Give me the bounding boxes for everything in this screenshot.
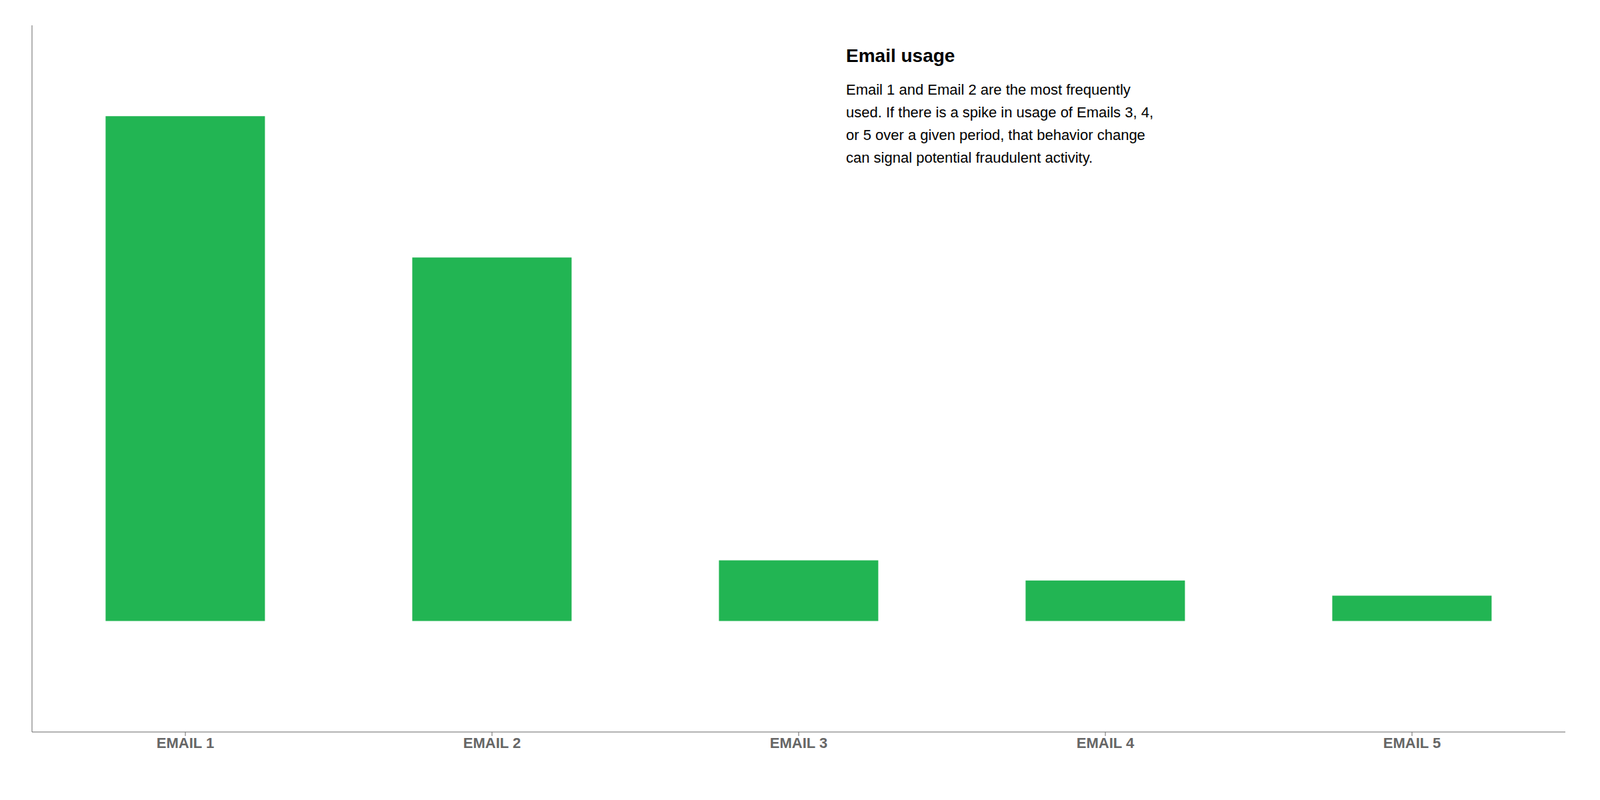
html-text:Email 1 and Email 2 are the mo: Email 1 and Email 2 are the most frequen… [846,81,1131,98]
html-text:or 5 over a given period, that: or 5 over a given period, that behavior … [846,126,1146,144]
svg-text:EMAIL 2: EMAIL 2 [463,734,521,752]
html-text:Email usage: Email usage [846,45,955,66]
svg-text:EMAIL 3: EMAIL 3 [770,734,828,752]
html-text:can signal potential fraudulen: can signal potential fraudulent activity… [846,149,1093,166]
svg-text:EMAIL 1: EMAIL 1 [156,734,214,752]
svg-text:EMAIL 5: EMAIL 5 [1383,734,1441,752]
html-text:used. If there is a spike in u: used. If there is a spike in usage of Em… [846,104,1154,121]
svg-text:EMAIL 4: EMAIL 4 [1076,734,1135,752]
